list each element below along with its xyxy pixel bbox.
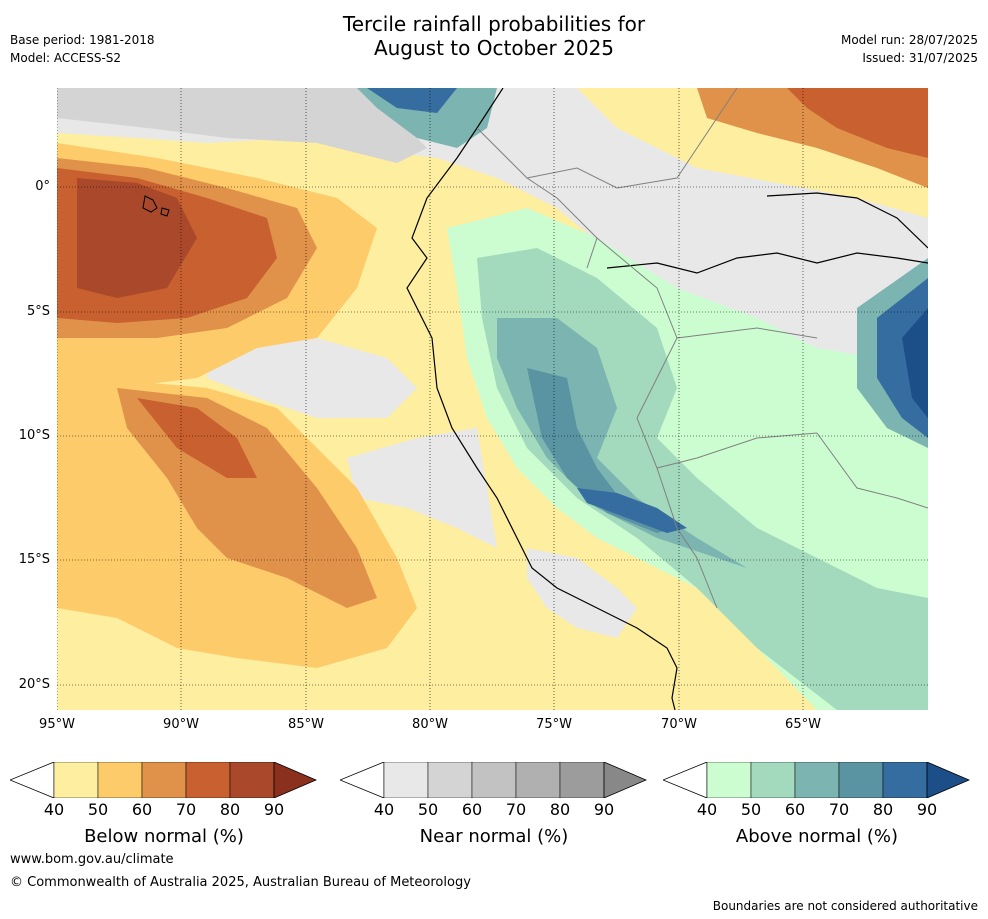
lon-label-70w: 70°W <box>661 717 697 732</box>
colorbar-near-tick: 40 <box>373 800 395 819</box>
colorbar-below-min-arrow <box>10 762 55 798</box>
colorbar-below-tick: 40 <box>43 800 65 819</box>
meta-left: Base period: 1981-2018 Model: ACCESS-S2 <box>10 31 155 67</box>
galapagos <box>142 195 170 217</box>
probability-map <box>57 88 928 710</box>
lon-label-90w: 90°W <box>163 717 199 732</box>
issued-date: Issued: 31/07/2025 <box>862 51 978 65</box>
colorbar-near-swatch-5 <box>559 762 605 798</box>
near-region-coast <box>347 428 497 548</box>
colorbar-above-label: Above normal (%) <box>735 826 899 847</box>
lon-label-95w: 95°W <box>39 717 75 732</box>
above-region-north-80 <box>367 88 457 113</box>
lat-label-0: 0° <box>35 179 50 194</box>
footer-url[interactable]: www.bom.gov.au/climate <box>10 852 174 867</box>
lat-label-5s: 5°S <box>26 304 50 319</box>
colorbar-below-tick: 70 <box>175 800 197 819</box>
colorbar-below-swatch-5 <box>229 762 275 798</box>
colorbar-near-swatch-2 <box>427 762 473 798</box>
colorbar-above-swatch-5 <box>882 762 928 798</box>
colorbar-near-tick: 70 <box>505 800 527 819</box>
lat-label-10s: 10°S <box>18 428 50 443</box>
colorbar-above-swatch-3 <box>794 762 840 798</box>
colorbar-near-label: Near normal (%) <box>419 826 569 847</box>
lon-label-75w: 75°W <box>536 717 572 732</box>
above-region-80 <box>527 368 677 533</box>
colorbar-near-tick: 90 <box>593 800 615 819</box>
near-region-north-dark <box>57 88 427 163</box>
below-region-90 <box>77 178 197 298</box>
footer-disclaimer: Boundaries are not considered authoritat… <box>712 899 978 913</box>
colorbar-near-tick: 80 <box>549 800 571 819</box>
colorbar-below-tick: 80 <box>219 800 241 819</box>
colorbar-below-swatch-3 <box>141 762 187 798</box>
colorbar-below-swatch-2 <box>97 762 143 798</box>
colorbar-below-tick: 60 <box>131 800 153 819</box>
colorbar-near-tick: 50 <box>417 800 439 819</box>
colorbar-above-max-arrow <box>926 762 971 798</box>
lon-label-65w: 65°W <box>785 717 821 732</box>
lat-label-20s: 20°S <box>18 677 50 692</box>
colorbar-near-swatch-4 <box>515 762 561 798</box>
colorbar-above-tick: 80 <box>872 800 894 819</box>
colorbar-above-tick: 50 <box>740 800 762 819</box>
colorbar-below-swatch-4 <box>185 762 231 798</box>
footer-copyright: © Commonwealth of Australia 2025, Austra… <box>10 875 471 890</box>
near-region-south <box>527 548 637 638</box>
colorbar-above-tick: 70 <box>828 800 850 819</box>
colorbar-above-tick: 40 <box>696 800 718 819</box>
model-run: Model run: 28/07/2025 <box>840 33 978 47</box>
colorbar-above-tick: 90 <box>916 800 938 819</box>
lon-label-85w: 85°W <box>288 717 324 732</box>
meta-right: Model run: 28/07/2025 Issued: 31/07/2025 <box>841 31 978 67</box>
colorbar-below-swatch-1 <box>53 762 99 798</box>
base-period: Base period: 1981-2018 <box>10 33 155 47</box>
below-region-northeast-80 <box>787 88 928 158</box>
colorbar-above-min-arrow <box>663 762 708 798</box>
above-region-south-dark <box>577 488 687 533</box>
colorbar-near <box>340 762 648 798</box>
colorbar-above <box>663 762 971 798</box>
colorbar-above-tick: 60 <box>784 800 806 819</box>
colorbar-near-max-arrow <box>603 762 648 798</box>
colorbar-below-tick: 50 <box>87 800 109 819</box>
lon-label-80w: 80°W <box>412 717 448 732</box>
lat-label-15s: 15°S <box>18 552 50 567</box>
model-name: Model: ACCESS-S2 <box>10 51 122 65</box>
colorbar-below-max-arrow <box>273 762 318 798</box>
colorbar-near-swatch-3 <box>471 762 517 798</box>
colorbar-below-label: Below normal (%) <box>84 826 244 847</box>
colorbar-above-swatch-2 <box>750 762 796 798</box>
colorbar-above-swatch-4 <box>838 762 884 798</box>
country-borders <box>476 88 928 609</box>
coastline-north <box>766 192 928 249</box>
title-line-1: Tercile rainfall probabilities for <box>342 12 646 36</box>
colorbar-above-swatch-1 <box>706 762 752 798</box>
coastline <box>406 88 678 710</box>
chart-title: Tercile rainfall probabilities for Augus… <box>0 12 988 60</box>
graticule <box>57 88 928 710</box>
colorbar-near-min-arrow <box>340 762 385 798</box>
above-region-east-90 <box>902 308 928 418</box>
colorbar-near-swatch-1 <box>383 762 429 798</box>
title-line-2: August to October 2025 <box>373 36 615 60</box>
below-region-band-80 <box>137 398 257 478</box>
coastline-amazon <box>606 252 928 274</box>
colorbar-near-tick: 60 <box>461 800 483 819</box>
colorbar-below-tick: 90 <box>263 800 285 819</box>
near-region-west <box>207 338 417 418</box>
colorbar-below <box>10 762 318 798</box>
